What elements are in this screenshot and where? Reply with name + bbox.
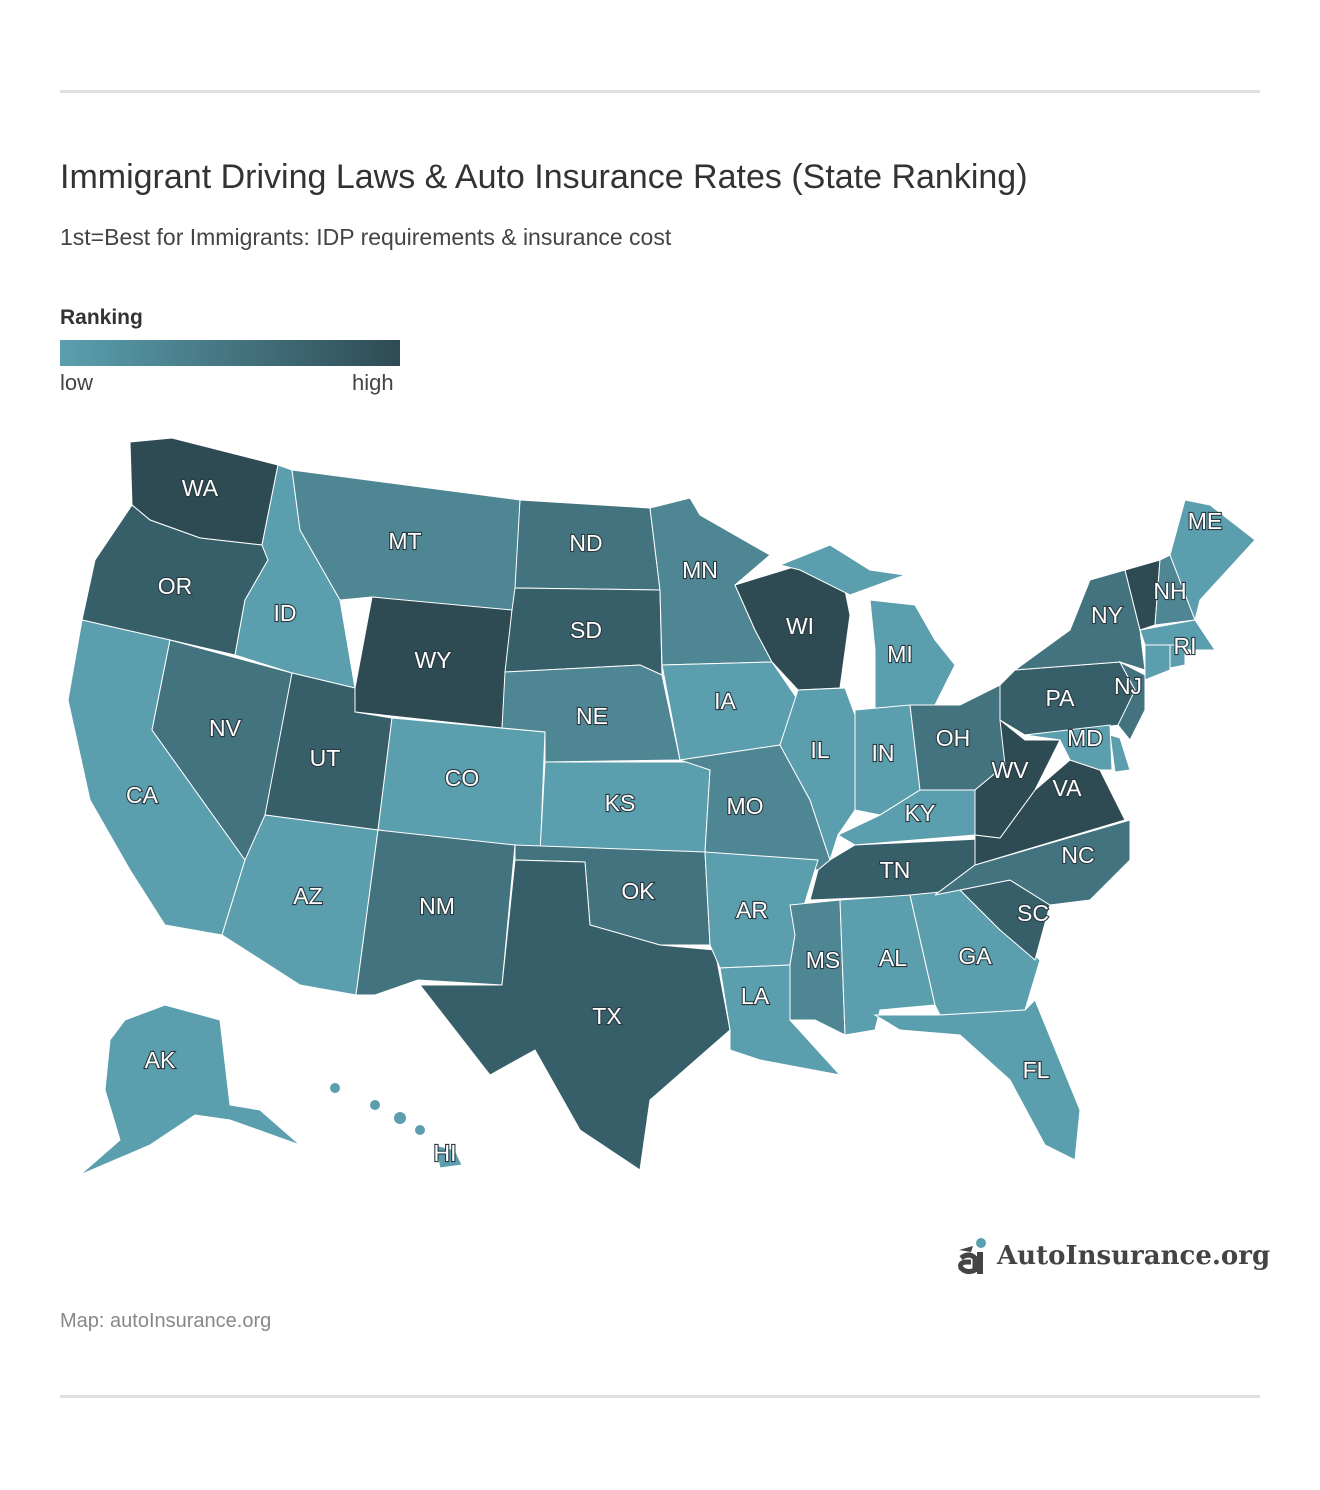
hawaii-island	[330, 1083, 340, 1093]
state-nj	[1117, 660, 1146, 741]
state-label-me: ME	[1188, 508, 1223, 534]
state-label-mt: MT	[388, 528, 421, 554]
state-tx	[418, 859, 731, 1171]
state-ak	[79, 1004, 301, 1176]
state-label-ny: NY	[1091, 602, 1123, 628]
state-label-ga: GA	[958, 943, 992, 969]
state-label-nv: NV	[209, 715, 242, 741]
state-label-in: IN	[872, 740, 895, 766]
state-label-ut: UT	[310, 745, 341, 771]
state-label-mo: MO	[726, 793, 763, 819]
state-ne	[501, 664, 681, 763]
state-label-ca: CA	[126, 782, 159, 808]
state-label-ks: KS	[605, 790, 636, 816]
chart-subtitle: 1st=Best for Immigrants: IDP requirement…	[60, 224, 672, 250]
state-label-ms: MS	[806, 947, 841, 973]
state-label-ne: NE	[576, 703, 608, 729]
state-label-nc: NC	[1061, 842, 1094, 868]
state-label-or: OR	[158, 573, 193, 599]
state-label-az: AZ	[293, 883, 322, 909]
hawaii-island	[394, 1112, 406, 1124]
state-label-sc: SC	[1017, 900, 1049, 926]
top-divider	[60, 90, 1260, 93]
legend-gradient	[60, 340, 400, 366]
state-fl	[873, 999, 1081, 1161]
hawaii-island	[370, 1100, 380, 1110]
chart-title: Immigrant Driving Laws & Auto Insurance …	[60, 158, 1028, 196]
legend-title: Ranking	[60, 306, 143, 329]
autoinsurance-logo: AutoInsurance.org	[955, 1236, 1270, 1276]
state-label-al: AL	[879, 945, 907, 971]
state-label-ak: AK	[145, 1047, 176, 1073]
hawaii-island	[415, 1125, 425, 1135]
source-note: Map: autoInsurance.org	[60, 1310, 272, 1332]
state-de	[1109, 734, 1131, 773]
state-label-id: ID	[274, 600, 297, 626]
logo-text: AutoInsurance.org	[997, 1241, 1271, 1271]
state-label-nd: ND	[569, 530, 602, 556]
state-label-ok: OK	[621, 878, 655, 904]
state-label-co: CO	[445, 765, 480, 791]
state-label-wy: WY	[414, 647, 451, 673]
bottom-divider	[60, 1395, 1260, 1398]
state-label-ri: RI	[1174, 633, 1197, 659]
state-mi	[778, 544, 906, 596]
logo-icon	[958, 1238, 986, 1275]
state-label-mi: MI	[887, 641, 913, 667]
legend-high-label: high	[352, 370, 394, 395]
state-ct	[1144, 644, 1171, 681]
state-label-nh: NH	[1153, 578, 1186, 604]
state-label-la: LA	[741, 983, 770, 1009]
state-label-hi: HI	[434, 1140, 457, 1166]
state-label-wi: WI	[786, 613, 814, 639]
state-label-nm: NM	[419, 893, 455, 919]
state-label-fl: FL	[1023, 1057, 1050, 1083]
state-label-wv: WV	[991, 757, 1029, 783]
state-label-wa: WA	[182, 475, 219, 501]
state-label-tx: TX	[592, 1003, 621, 1029]
state-label-oh: OH	[936, 725, 971, 751]
state-md	[1024, 724, 1113, 771]
state-ma	[1139, 619, 1216, 651]
state-hi	[434, 1144, 463, 1169]
state-label-pa: PA	[1046, 685, 1076, 711]
us-map: WA OR CA ID NV MT WY UT AZ CO NM ND SD NE KS OK TX MN IA MO…	[67, 437, 1256, 1176]
state-label-ia: IA	[714, 688, 736, 714]
state-label-va: VA	[1053, 775, 1083, 801]
state-label-mn: MN	[682, 557, 718, 583]
state-label-nj: NJ	[1114, 673, 1142, 699]
state-label-ar: AR	[736, 897, 768, 923]
legend-low-label: low	[60, 370, 94, 395]
state-label-il: IL	[810, 737, 829, 763]
state-label-ky: KY	[905, 800, 936, 826]
state-label-sd: SD	[570, 617, 602, 643]
state-label-tn: TN	[880, 857, 911, 883]
state-label-md: MD	[1067, 725, 1103, 751]
state-mi	[869, 599, 956, 711]
state-wy	[354, 596, 513, 729]
state-ny	[1013, 569, 1146, 671]
